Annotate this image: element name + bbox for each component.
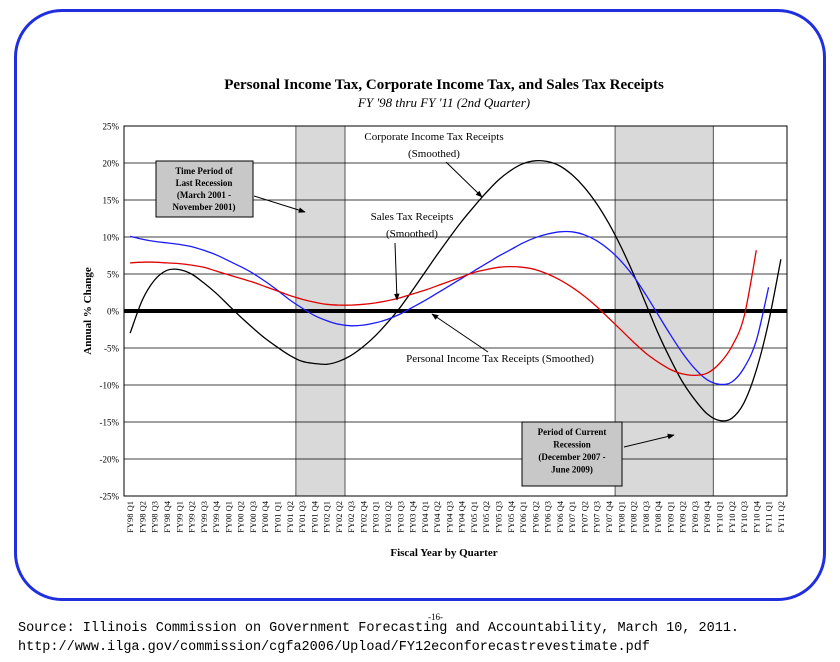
source-line: Source: Illinois Commission on Governmen… — [18, 621, 740, 636]
x-tick-label: FY06 Q2 — [530, 501, 540, 533]
x-tick-label: FY10 Q4 — [751, 500, 761, 533]
x-tick-label: FY06 Q1 — [518, 501, 528, 533]
x-tick-label: FY09 Q4 — [702, 500, 712, 533]
personal-tax-line — [130, 250, 757, 377]
x-tick-label: FY98 Q4 — [162, 500, 172, 533]
x-tick-label: FY02 Q4 — [358, 500, 368, 533]
chart-title: Personal Income Tax, Corporate Income Ta… — [224, 77, 664, 93]
x-tick-label: FY00 Q2 — [236, 501, 246, 533]
x-tick-label: FY05 Q1 — [469, 501, 479, 533]
current-recession-box — [521, 421, 623, 487]
y-tick-label: -20% — [100, 455, 120, 465]
personal-annotation: Personal Income Tax Receipts (Smoothed) — [406, 353, 594, 365]
x-tick-label: FY07 Q3 — [592, 501, 602, 533]
personal-arrow — [431, 313, 489, 353]
y-tick-label: -5% — [104, 344, 119, 354]
x-tick-label: FY04 Q2 — [432, 501, 442, 533]
page-number: -16- — [428, 612, 443, 622]
x-tick-label: FY06 Q4 — [555, 500, 565, 533]
x-tick-label: FY11 Q1 — [764, 501, 774, 533]
sales-annotation: Sales Tax Receipts — [371, 211, 454, 223]
last-recession-box — [155, 160, 254, 218]
x-tick-label: FY99 Q2 — [187, 501, 197, 533]
x-tick-label: FY02 Q3 — [346, 501, 356, 533]
x-tick-label: FY98 Q3 — [150, 501, 160, 533]
current-recession-arrow — [623, 433, 675, 448]
x-tick-label: FY02 Q2 — [334, 501, 344, 533]
x-tick-label: FY03 Q3 — [395, 501, 405, 533]
x-tick-label: FY99 Q3 — [199, 501, 209, 533]
y-tick-label: 25% — [103, 122, 120, 132]
y-tick-label: 10% — [103, 233, 120, 243]
x-tick-label: FY00 Q4 — [260, 500, 270, 533]
chart-frame — [14, 9, 826, 601]
y-tick-label: 20% — [103, 159, 120, 169]
x-tick-label: FY05 Q3 — [493, 501, 503, 533]
last-recession-text: November 2001) — [172, 202, 235, 212]
x-tick-label: FY01 Q2 — [285, 501, 295, 533]
corporate-arrow — [445, 161, 483, 198]
x-tick-label: FY04 Q1 — [420, 501, 430, 533]
x-tick-label: FY08 Q4 — [653, 500, 663, 533]
x-tick-label: FY10 Q1 — [714, 501, 724, 533]
last-recession-arrow — [253, 195, 306, 213]
x-tick-label: FY04 Q3 — [444, 501, 454, 533]
current-recession-text: Recession — [553, 440, 591, 450]
last-recession-text: (March 2001 - — [177, 190, 231, 200]
x-tick-label: FY98 Q2 — [137, 501, 147, 533]
x-tick-label: FY02 Q1 — [322, 501, 332, 533]
x-tick-label: FY10 Q2 — [727, 501, 737, 533]
x-tick-label: FY05 Q2 — [481, 501, 491, 533]
x-tick-label: FY01 Q3 — [297, 501, 307, 533]
x-tick-label: FY08 Q1 — [616, 501, 626, 533]
x-tick-label: FY01 Q4 — [309, 500, 319, 533]
x-tick-label: FY99 Q1 — [174, 501, 184, 533]
plot-border — [123, 125, 788, 497]
x-tick-label: FY01 Q1 — [272, 501, 282, 533]
y-tick-label: -15% — [100, 418, 120, 428]
y-tick-label: 15% — [103, 196, 120, 206]
last-recession-text: Time Period of — [175, 166, 233, 176]
x-tick-label: FY08 Q3 — [641, 501, 651, 533]
x-tick-label: FY03 Q1 — [371, 501, 381, 533]
x-axis-label: Fiscal Year by Quarter — [390, 547, 497, 559]
x-tick-label: FY07 Q1 — [567, 501, 577, 533]
current-recession-text: (December 2007 - — [538, 452, 605, 462]
y-tick-label: 5% — [107, 270, 120, 280]
x-tick-label: FY09 Q2 — [678, 501, 688, 533]
current-recession-text: June 2009) — [551, 465, 593, 475]
x-tick-label: FY11 Q2 — [776, 501, 786, 533]
x-tick-label: FY04 Q4 — [457, 500, 467, 533]
x-tick-label: FY03 Q2 — [383, 501, 393, 533]
x-tick-label: FY10 Q3 — [739, 501, 749, 533]
x-tick-label: FY98 Q1 — [125, 501, 135, 533]
y-tick-label: -25% — [100, 492, 120, 502]
x-tick-label: FY08 Q2 — [629, 501, 639, 533]
y-tick-label: -10% — [100, 381, 120, 391]
last-recession-text: Last Recession — [176, 178, 233, 188]
y-axis-label: Annual % Change — [82, 267, 94, 355]
x-tick-label: FY05 Q4 — [506, 500, 516, 533]
corporate-annotation: Corporate Income Tax Receipts — [364, 131, 503, 143]
source-url: http://www.ilga.gov/commission/cgfa2006/… — [18, 640, 650, 655]
x-tick-label: FY00 Q3 — [248, 501, 258, 533]
sales-annotation: (Smoothed) — [386, 228, 438, 240]
corporate-annotation: (Smoothed) — [408, 148, 460, 160]
y-tick-label: 0% — [107, 307, 120, 317]
x-tick-label: FY07 Q2 — [579, 501, 589, 533]
x-tick-label: FY06 Q3 — [543, 501, 553, 533]
sales-tax-line — [129, 230, 770, 386]
sales-arrow — [393, 242, 400, 301]
x-tick-label: FY03 Q4 — [408, 500, 418, 533]
corporate-tax-line — [129, 159, 782, 422]
x-tick-label: FY09 Q3 — [690, 501, 700, 533]
x-tick-label: FY09 Q1 — [665, 501, 675, 533]
x-tick-label: FY07 Q4 — [604, 500, 614, 533]
current-recession-text: Period of Current — [538, 427, 607, 437]
x-tick-label: FY00 Q1 — [223, 501, 233, 533]
chart-subtitle: FY '98 thru FY '11 (2nd Quarter) — [357, 95, 530, 110]
x-tick-label: FY99 Q4 — [211, 500, 221, 533]
